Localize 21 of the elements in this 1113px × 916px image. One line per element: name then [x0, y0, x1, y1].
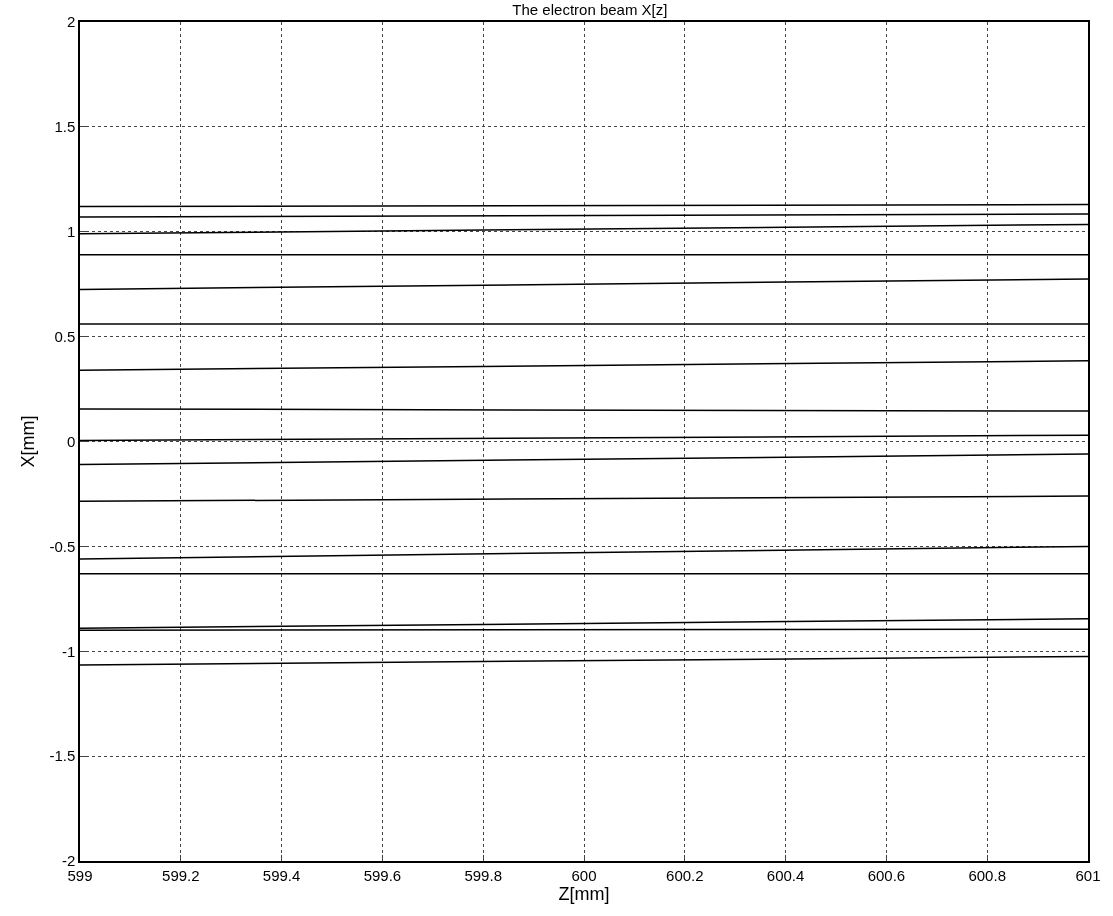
y-tick-label: 1.5 — [54, 118, 76, 136]
y-tick-label: 1 — [66, 223, 76, 240]
x-tick-label: 600.6 — [867, 866, 906, 884]
x-tick-label: 599.8 — [464, 866, 502, 884]
x-tick-label: 599.6 — [363, 866, 402, 884]
y-tick-label: -1.5 — [49, 747, 76, 765]
x-tick-label: 599.4 — [262, 866, 301, 884]
chart-title: The electron beam X[z] — [512, 1, 668, 19]
y-tick-label: -0.5 — [49, 537, 76, 555]
y-axis-title: X[mm] — [17, 415, 38, 468]
x-tick-label: 600.2 — [666, 866, 704, 884]
x-tick-label: 600 — [571, 866, 597, 884]
x-tick-label: 601 — [1075, 866, 1101, 884]
x-tick-label: 599.2 — [162, 866, 200, 884]
y-tick-label: 2 — [66, 13, 76, 31]
y-tick-label: 0 — [66, 432, 76, 450]
y-tick-label: 0.5 — [54, 327, 76, 345]
x-tick-label: 600.4 — [766, 866, 805, 884]
y-tick-label: -1 — [61, 642, 76, 660]
x-tick-label: 600.8 — [968, 866, 1006, 884]
x-axis-title: Z[mm] — [558, 883, 610, 904]
